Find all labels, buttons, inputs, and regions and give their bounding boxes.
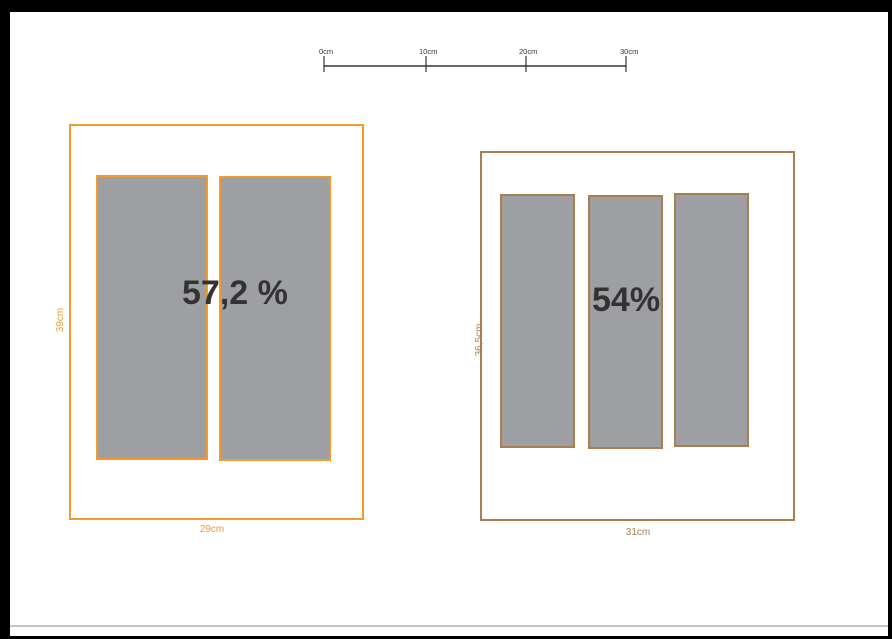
scale-bar: 0cm 10cm 20cm 30cm [319,47,638,72]
layout-b-height-label: 36,5cm [474,324,485,357]
layout-a-panel [219,176,331,461]
layout-a-frame [69,124,364,520]
layout-b-width-label: 31cm [626,527,650,538]
layout-b-frame [480,151,795,521]
layout-a-percentage: 57,2 % [182,274,288,312]
scale-tick-label: 10cm [419,47,437,56]
layout-b-percentage: 54% [592,281,660,319]
layout-a: 57,2 % 29cm 39cm [55,124,364,535]
layout-a-height-label: 39cm [55,308,66,332]
layout-a-panel [96,175,208,460]
layout-b-panel [588,195,663,449]
layout-b: 54% 31cm 36,5cm [474,151,795,538]
layout-a-width-label: 29cm [200,524,224,535]
layout-b-panel [500,194,575,448]
scale-tick-label: 30cm [620,47,638,56]
scale-tick-label: 0cm [319,47,333,56]
scale-tick-label: 20cm [519,47,537,56]
layout-b-panel [674,193,749,447]
